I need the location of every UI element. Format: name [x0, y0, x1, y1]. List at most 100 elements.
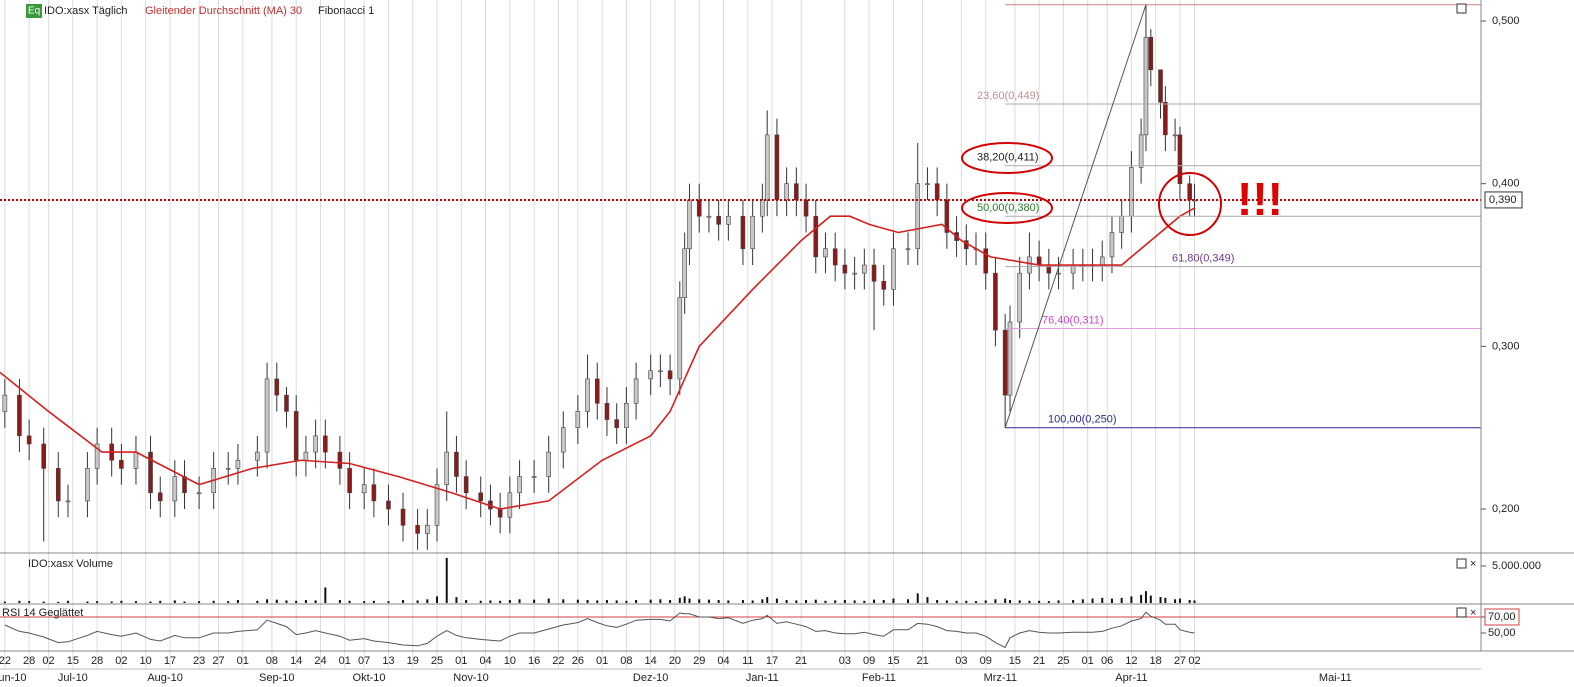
volume-bar [42, 601, 45, 603]
candle-body [386, 500, 391, 510]
x-tick-label: 03 [839, 655, 851, 667]
candle-body [1163, 102, 1168, 136]
volume-bar [96, 601, 99, 603]
maximize-button[interactable] [1456, 607, 1467, 618]
candle-body [478, 492, 484, 502]
rsi-title[interactable]: RSI 14 Geglättet [2, 607, 83, 619]
candle-body [303, 451, 309, 461]
symbol-label[interactable]: IDO:xasx Täglich [44, 5, 128, 17]
volume-title: IDO:xasx Volume [28, 558, 113, 570]
month-label: Mai-11 [1319, 672, 1352, 684]
volume-bar [1028, 600, 1031, 603]
candle-body [425, 525, 430, 534]
candle-body [832, 248, 838, 266]
y-tick-label: 0,500 [1492, 15, 1520, 27]
candle-body [148, 451, 153, 494]
candle-body [696, 199, 702, 217]
volume-bar [741, 600, 744, 603]
volume-bar [751, 600, 754, 603]
x-tick-label: 20 [669, 655, 681, 667]
fib-label: 100,00(0,250) [1048, 414, 1117, 426]
volume-bar [110, 601, 113, 603]
candle-body [803, 199, 809, 217]
month-label: Sep-10 [259, 672, 294, 684]
volume-bar [1144, 591, 1147, 603]
candle-body [614, 419, 619, 429]
candle-body [575, 411, 581, 429]
candle-body [371, 484, 377, 502]
volume-bar [275, 599, 278, 603]
candle-body [1056, 272, 1061, 275]
x-tick-label: 04 [479, 655, 491, 667]
candle-body [400, 508, 406, 526]
candle-body [677, 297, 683, 380]
x-tick-label: 02 [1188, 655, 1200, 667]
volume-bar [975, 601, 978, 603]
x-tick-label: 29 [693, 655, 705, 667]
volume-bar [57, 601, 60, 603]
x-tick-label: 28 [91, 655, 103, 667]
candle-body [871, 264, 877, 282]
month-label: Feb-11 [862, 672, 896, 684]
tick-box [1484, 608, 1520, 626]
x-tick-label: 10 [504, 655, 516, 667]
candle-body [454, 451, 459, 477]
last-price-label: 0,390 [1489, 194, 1517, 206]
volume-bar [1130, 596, 1133, 603]
volume-bar [727, 600, 730, 603]
x-tick-label: 18 [1150, 655, 1162, 667]
volume-bar [212, 600, 215, 603]
x-tick-label: 27 [212, 655, 224, 667]
candle-body [1138, 134, 1144, 168]
x-tick-label: 12 [1125, 655, 1137, 667]
volume-bar [324, 587, 327, 603]
x-tick-label: 27 [1174, 655, 1186, 667]
x-tick-label: 21 [1033, 655, 1045, 667]
candle-body [1109, 232, 1115, 258]
fib-label: 61,80(0,349) [1172, 253, 1234, 265]
month-label: Jan-11 [746, 672, 779, 684]
y-tick-label: 0,300 [1492, 340, 1520, 352]
volume-bar [1081, 599, 1084, 603]
candle-body [862, 264, 867, 274]
x-tick-label: 14 [290, 655, 302, 667]
candle-body [1017, 272, 1023, 323]
volume-bar [635, 600, 638, 603]
indicator-label[interactable]: Gleitender Durchschnitt (MA) 30 [145, 5, 302, 17]
x-tick-label: 04 [717, 655, 729, 667]
volume-bar [1164, 597, 1167, 603]
x-tick-label: 21 [916, 655, 928, 667]
candle-body [706, 215, 712, 218]
x-tick-label: 26 [572, 655, 584, 667]
volume-bar [766, 597, 769, 603]
volume-bar [853, 600, 856, 603]
maximize-button[interactable] [1456, 558, 1467, 569]
x-tick-label: 21 [795, 655, 807, 667]
volume-bar [795, 600, 798, 603]
volume-bar [926, 597, 929, 603]
volume-bar [863, 600, 866, 603]
candle-body [585, 378, 590, 412]
volume-bar [1047, 601, 1050, 603]
candle-body [1129, 167, 1134, 217]
volume-bar [698, 599, 701, 603]
volume-bar [489, 600, 492, 603]
x-tick-label: 01 [455, 655, 467, 667]
candle-body [740, 215, 746, 250]
maximize-button[interactable] [1456, 3, 1467, 14]
month-label: Apr-11 [1115, 672, 1147, 684]
x-tick-label: 09 [980, 655, 992, 667]
close-button[interactable]: × [1470, 558, 1476, 570]
candle-body [1172, 134, 1178, 137]
volume-bar [955, 600, 958, 603]
volume-bar [1057, 600, 1060, 603]
candle-body [682, 248, 687, 298]
close-button[interactable]: × [1470, 607, 1476, 619]
volume-bar [149, 601, 152, 603]
badge [26, 4, 42, 18]
month-label: Dez-10 [633, 672, 668, 684]
fibonacci-label[interactable]: Fibonacci 1 [318, 5, 374, 17]
x-tick-label: 25 [1057, 655, 1069, 667]
